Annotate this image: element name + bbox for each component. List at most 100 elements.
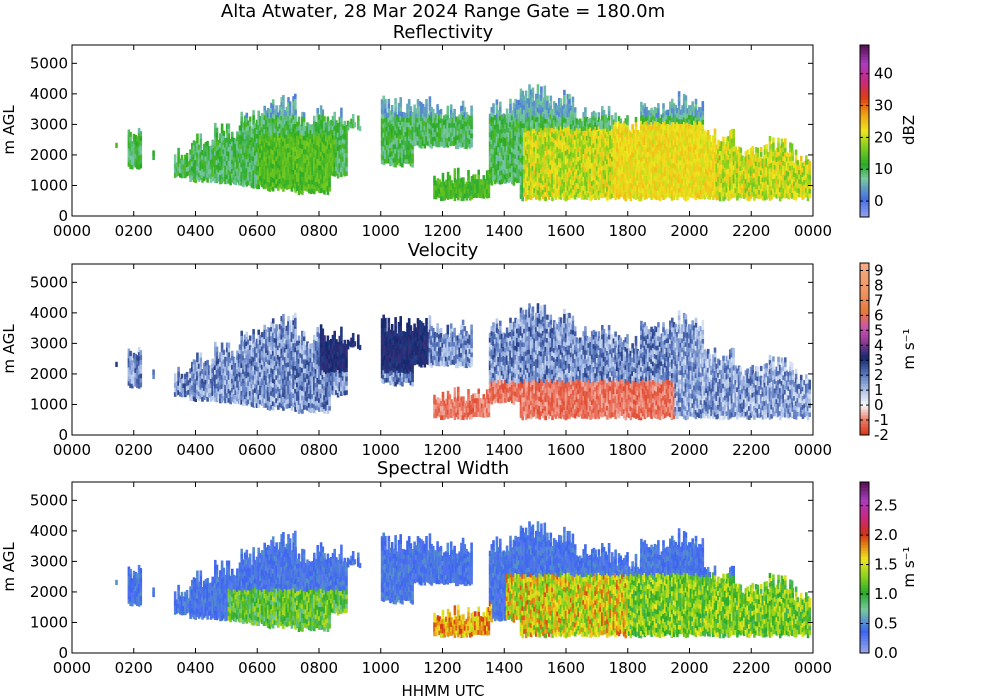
heatmap-cell — [619, 132, 622, 138]
heatmap-cell — [132, 143, 136, 149]
heatmap-cell — [275, 155, 278, 161]
heatmap-cell — [599, 155, 602, 162]
heatmap-cell — [280, 110, 283, 116]
heatmap-cell — [696, 188, 699, 194]
heatmap-cell — [597, 144, 601, 150]
heatmap-cell — [302, 167, 306, 173]
heatmap-cell — [453, 177, 457, 183]
heatmap-cell — [266, 181, 270, 187]
heatmap-cell — [599, 174, 602, 180]
heatmap-cell — [280, 133, 283, 139]
heatmap-cell — [197, 149, 201, 155]
heatmap-cell — [558, 116, 561, 122]
heatmap-cell — [254, 159, 257, 165]
heatmap-cell — [585, 121, 589, 127]
heatmap-cell — [535, 162, 538, 168]
heatmap-cell — [271, 140, 275, 146]
heatmap-cell — [430, 143, 433, 149]
heatmap-cell — [401, 130, 404, 136]
heatmap-cell — [389, 110, 392, 116]
heatmap-cell — [540, 187, 543, 193]
heatmap-cell — [667, 132, 670, 138]
heatmap-cell — [624, 122, 628, 128]
heatmap-cell — [456, 116, 460, 122]
heatmap-cell — [609, 171, 612, 177]
heatmap-cell — [636, 194, 639, 200]
heatmap-cell — [311, 133, 314, 139]
heatmap-cell — [348, 122, 352, 128]
heatmap-cell — [677, 150, 681, 156]
heatmap-cell — [514, 172, 517, 178]
heatmap-cell — [502, 141, 505, 147]
heatmap-cell — [406, 103, 409, 109]
heatmap-cell — [551, 141, 554, 147]
heatmap-cell — [580, 139, 584, 145]
heatmap-cell — [384, 131, 387, 137]
heatmap-cell — [566, 103, 570, 109]
heatmap-cell — [544, 159, 547, 165]
heatmap-cell — [507, 173, 511, 179]
heatmap-cell — [573, 107, 577, 113]
heatmap-cell — [399, 129, 402, 135]
heatmap-cell — [254, 164, 257, 170]
heatmap-cell — [263, 105, 266, 111]
heatmap-cell — [282, 113, 285, 119]
heatmap-cell — [679, 114, 683, 120]
heatmap-cell — [589, 163, 592, 169]
heatmap-cell — [270, 112, 273, 118]
heatmap-cell — [713, 146, 717, 152]
heatmap-cell — [706, 139, 710, 145]
heatmap-cell — [500, 165, 504, 171]
heatmap-cell — [416, 108, 420, 114]
heatmap-cell — [466, 114, 470, 120]
heatmap-cell — [564, 150, 568, 156]
heatmap-cell — [266, 167, 270, 173]
heatmap-cell — [737, 155, 741, 161]
heatmap-cell — [394, 111, 397, 118]
heatmap-cell — [296, 126, 299, 132]
heatmap-cell — [247, 152, 250, 158]
heatmap-cell — [739, 147, 743, 153]
heatmap-cell — [531, 142, 535, 148]
heatmap-cell — [275, 169, 278, 175]
heatmap-cell — [597, 176, 601, 182]
heatmap-cell — [633, 138, 636, 144]
heatmap-cell — [509, 103, 512, 109]
heatmap-cell — [624, 145, 628, 151]
heatmap-cell — [681, 151, 684, 157]
heatmap-cell — [601, 124, 604, 130]
heatmap-cell — [631, 183, 634, 189]
heatmap-cell — [493, 119, 497, 125]
heatmap-cell — [526, 139, 530, 145]
heatmap-cell — [669, 193, 672, 199]
heatmap-cell — [328, 134, 331, 141]
heatmap-cell — [694, 121, 698, 127]
heatmap-cell — [621, 168, 624, 174]
heatmap-cell — [255, 142, 259, 148]
heatmap-cell — [294, 173, 297, 179]
heatmap-cell — [660, 146, 664, 152]
heatmap-cell — [343, 157, 347, 163]
heatmap-cell — [307, 142, 311, 148]
heatmap-cell — [411, 157, 414, 163]
heatmap-cell — [465, 125, 468, 131]
heatmap-cell — [521, 104, 524, 110]
heatmap-cell — [693, 143, 696, 149]
heatmap-cell — [650, 171, 653, 177]
heatmap-cell — [236, 149, 239, 155]
heatmap-cell — [610, 138, 614, 144]
heatmap-cell — [655, 153, 658, 159]
heatmap-cell — [318, 114, 321, 120]
heatmap-cell — [184, 163, 187, 170]
heatmap-cell — [242, 163, 245, 169]
heatmap-cell — [712, 144, 715, 150]
heatmap-cell — [641, 178, 645, 184]
heatmap-cell — [549, 150, 553, 156]
heatmap-cell — [617, 134, 621, 140]
heatmap-cell — [357, 124, 360, 130]
heatmap-cell — [691, 170, 694, 176]
heatmap-cell — [636, 175, 639, 181]
heatmap-cell — [502, 113, 505, 119]
heatmap-cell — [409, 115, 413, 121]
heatmap-cell — [416, 117, 420, 123]
